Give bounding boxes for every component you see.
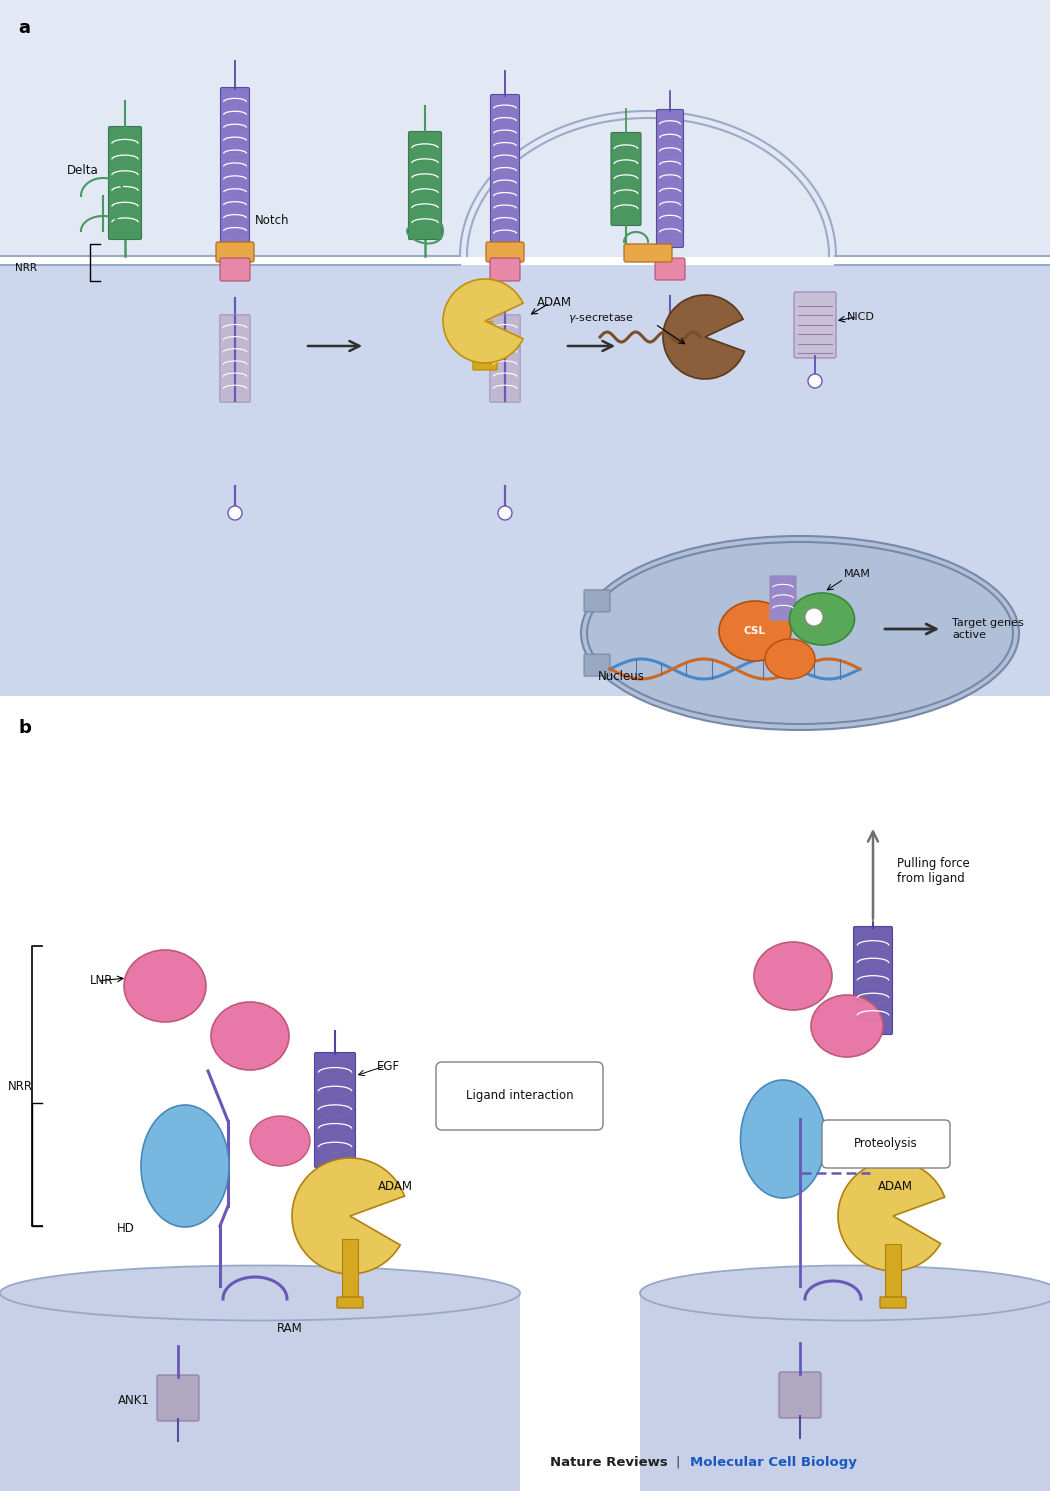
Ellipse shape (211, 1002, 289, 1071)
Text: LNR: LNR (90, 975, 113, 987)
Ellipse shape (124, 950, 206, 1021)
Wedge shape (292, 1159, 404, 1273)
Circle shape (498, 505, 512, 520)
Circle shape (808, 374, 822, 388)
FancyBboxPatch shape (655, 258, 685, 280)
Text: Molecular Cell Biology: Molecular Cell Biology (690, 1457, 857, 1469)
Text: Ligand interaction: Ligand interaction (466, 1090, 573, 1102)
Text: Notch: Notch (255, 215, 290, 228)
Text: Nature Reviews: Nature Reviews (550, 1457, 668, 1469)
Text: ADAM: ADAM (537, 297, 572, 310)
FancyBboxPatch shape (220, 88, 250, 246)
Text: NICD: NICD (847, 312, 875, 322)
Text: NRR: NRR (8, 1079, 33, 1093)
FancyBboxPatch shape (436, 1062, 603, 1130)
Text: |: | (675, 1457, 679, 1469)
Bar (0, 265, 1050, 696)
Text: Pulling force
from ligand: Pulling force from ligand (897, 857, 970, 886)
Wedge shape (663, 295, 744, 379)
Ellipse shape (811, 994, 883, 1057)
FancyBboxPatch shape (220, 258, 250, 280)
Bar (0, 0, 1050, 696)
Wedge shape (838, 1161, 945, 1270)
FancyBboxPatch shape (880, 1297, 906, 1308)
Circle shape (805, 608, 823, 626)
Text: ADAM: ADAM (878, 1179, 912, 1193)
Ellipse shape (581, 535, 1018, 731)
Text: a: a (18, 19, 30, 37)
FancyBboxPatch shape (794, 292, 836, 358)
Text: ANK1: ANK1 (118, 1394, 150, 1408)
Ellipse shape (765, 640, 815, 678)
FancyBboxPatch shape (490, 94, 520, 248)
Ellipse shape (740, 1079, 825, 1197)
FancyBboxPatch shape (158, 1375, 200, 1421)
Text: EGF: EGF (377, 1060, 400, 1072)
FancyBboxPatch shape (408, 131, 441, 240)
FancyBboxPatch shape (854, 926, 892, 1035)
Text: HD: HD (117, 1221, 134, 1235)
Ellipse shape (719, 601, 791, 661)
FancyBboxPatch shape (219, 315, 250, 403)
Text: Nucleus: Nucleus (598, 669, 645, 683)
FancyBboxPatch shape (584, 590, 610, 611)
FancyBboxPatch shape (108, 127, 142, 240)
Text: Target genes
active: Target genes active (952, 619, 1024, 640)
Text: ADAM: ADAM (378, 1179, 413, 1193)
FancyBboxPatch shape (486, 242, 524, 262)
Text: MAM: MAM (844, 570, 870, 579)
Ellipse shape (250, 1115, 310, 1166)
FancyBboxPatch shape (611, 133, 640, 225)
Text: $\gamma$-secretase: $\gamma$-secretase (568, 312, 634, 325)
Ellipse shape (141, 1105, 229, 1227)
Text: RAM: RAM (277, 1323, 302, 1336)
Ellipse shape (754, 942, 832, 1009)
FancyBboxPatch shape (624, 245, 672, 262)
FancyBboxPatch shape (822, 1120, 950, 1167)
FancyBboxPatch shape (490, 258, 520, 280)
Ellipse shape (640, 1266, 1050, 1321)
Ellipse shape (587, 543, 1013, 725)
Bar (478, 321, 492, 361)
FancyBboxPatch shape (489, 315, 520, 403)
Text: Delta: Delta (67, 164, 99, 177)
Text: Proteolysis: Proteolysis (854, 1138, 918, 1151)
Ellipse shape (790, 593, 855, 646)
Bar (640, 1293, 1050, 1491)
Wedge shape (443, 279, 523, 362)
Bar (0, 696, 1050, 1491)
FancyBboxPatch shape (315, 1053, 356, 1167)
Bar (0, 1293, 520, 1491)
FancyBboxPatch shape (770, 576, 796, 620)
Text: NRR: NRR (15, 262, 37, 273)
Bar (0, 0, 1050, 256)
FancyBboxPatch shape (656, 109, 684, 248)
FancyBboxPatch shape (779, 1372, 821, 1418)
Bar (342, 1239, 358, 1299)
Bar (885, 1243, 901, 1299)
FancyBboxPatch shape (472, 359, 497, 370)
Ellipse shape (0, 1266, 520, 1321)
Circle shape (228, 505, 242, 520)
FancyBboxPatch shape (337, 1297, 363, 1308)
FancyBboxPatch shape (216, 242, 254, 262)
Text: b: b (18, 719, 30, 737)
FancyBboxPatch shape (584, 655, 610, 675)
Text: CSL: CSL (744, 626, 766, 637)
Polygon shape (460, 110, 836, 256)
